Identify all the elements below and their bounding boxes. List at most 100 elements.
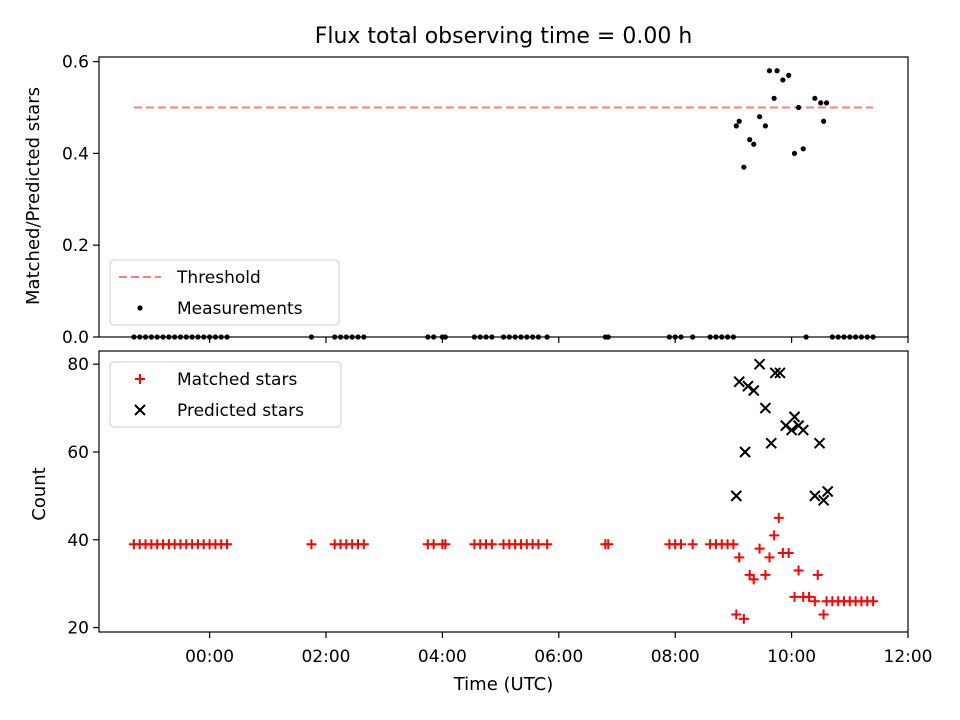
bottom-plot-area: 20 40 60 80 00:00 02:00 04:00 06:00 08:00 10:00 12…	[67, 350, 933, 667]
bottom-y-axis-label: Count	[29, 467, 50, 520]
matched-stars-point	[783, 547, 794, 558]
matched-stars-point	[793, 565, 804, 576]
matched-stars-point	[764, 552, 775, 563]
bottom-y-tick-label: 80	[67, 355, 89, 375]
top-plot-area: 0.0 0.2 0.4 0.6 Threshold Measurements	[62, 53, 909, 348]
matched-stars-point	[789, 591, 800, 602]
matched-stars-point	[760, 569, 771, 580]
matched-stars-point	[306, 539, 317, 550]
predicted-stars-point	[769, 367, 782, 379]
top-legend: Threshold Measurements	[109, 259, 340, 326]
measurements-point	[823, 100, 830, 106]
matched-stars-point	[542, 539, 553, 550]
predicted-stars-point	[733, 376, 745, 388]
matched-stars-point	[868, 596, 879, 607]
measurements-point	[766, 68, 773, 74]
legend-label: Matched stars	[177, 370, 297, 390]
legend-label: Predicted stars	[177, 401, 304, 421]
matched-stars-point	[804, 591, 815, 602]
matched-stars-point	[773, 512, 784, 523]
matched-stars-point	[818, 609, 829, 620]
predicted-stars-point	[748, 384, 760, 397]
measurements-point	[812, 95, 818, 101]
measurements-point	[786, 72, 792, 78]
predicted-stars-point	[817, 494, 830, 506]
measurements-point	[780, 77, 786, 83]
predicted-stars-point	[742, 380, 754, 392]
measurements-point	[791, 150, 798, 156]
matched-stars-point	[734, 552, 745, 563]
x-tick-label: 02:00	[301, 647, 350, 667]
matched-stars-point	[687, 539, 698, 550]
x-axis-label: Time (UTC)	[453, 674, 554, 695]
legend-label: Measurements	[177, 299, 303, 319]
measurements-point	[800, 146, 806, 152]
measurements-point	[751, 141, 757, 147]
x-tick-label: 10:00	[767, 647, 816, 667]
matched-stars-point	[748, 574, 759, 585]
matched-stars-point	[222, 539, 233, 550]
legend-measurements-swatch	[137, 305, 143, 311]
matched-stars-point	[358, 539, 369, 550]
matched-stars-point	[738, 613, 749, 624]
predicted-stars-point	[753, 358, 766, 370]
measurements-point	[733, 123, 739, 129]
predicted-stars-point	[774, 367, 786, 379]
chart-title: Flux total observing time = 0.00 h	[315, 24, 693, 49]
measurements-point	[756, 114, 763, 120]
measurements-point	[818, 100, 824, 106]
measurements-point	[821, 118, 827, 124]
matched-stars-point	[486, 539, 497, 550]
predicted-stars-point	[797, 424, 809, 436]
measurements-point	[795, 104, 802, 111]
top-axes-frame	[98, 56, 909, 338]
bottom-axes-frame	[98, 350, 909, 633]
legend-box	[109, 361, 342, 428]
measurements-point	[747, 137, 753, 143]
measurements-point	[762, 123, 769, 129]
legend-label: Threshold	[176, 268, 261, 288]
predicted-stars-point	[813, 437, 826, 449]
predicted-stars-point	[765, 437, 777, 449]
predicted-stars-point	[759, 402, 772, 414]
matched-stars-point	[728, 539, 739, 550]
predicted-stars-point	[730, 490, 743, 502]
bottom-legend: Matched stars Predicted stars	[109, 361, 342, 428]
matched-stars-point	[769, 530, 780, 541]
matched-stars-point	[754, 543, 765, 554]
bottom-y-tick-label: 60	[67, 443, 89, 463]
matched-stars-point	[812, 569, 823, 580]
bottom-y-tick-label: 20	[67, 619, 89, 639]
measurements-point	[741, 164, 747, 170]
x-tick-label: 04:00	[418, 647, 467, 667]
top-y-tick-label: 0.2	[62, 236, 89, 256]
legend-predicted-swatch	[134, 404, 146, 416]
predicted-stars-point	[809, 490, 821, 502]
x-tick-label: 06:00	[534, 647, 583, 667]
top-y-axis-label: Matched/Predicted stars	[23, 87, 44, 305]
measurements-point	[774, 68, 780, 74]
matched-stars-point	[603, 539, 614, 550]
bottom-y-tick-label: 40	[67, 531, 89, 551]
x-tick-label: 08:00	[651, 647, 700, 667]
matched-stars-point	[440, 539, 451, 550]
top-y-tick-label: 0.6	[62, 53, 89, 73]
matched-stars-point	[809, 596, 820, 607]
measurements-point	[771, 95, 777, 101]
matched-stars-point	[428, 539, 439, 550]
top-y-tick-label: 0.0	[62, 328, 89, 348]
predicted-stars-point	[785, 424, 798, 436]
predicted-stars-point	[821, 485, 834, 498]
top-y-tick-label: 0.4	[62, 144, 89, 164]
legend-matched-swatch	[135, 374, 145, 384]
measurements-point	[736, 118, 742, 124]
predicted-stars-point	[780, 419, 792, 432]
x-tick-label: 00:00	[185, 647, 234, 667]
matched-stars-point	[676, 539, 687, 550]
matched-stars-point	[533, 539, 544, 550]
predicted-stars-point	[788, 411, 801, 423]
predicted-stars-point	[739, 446, 751, 458]
matched-stars-point	[731, 609, 742, 620]
